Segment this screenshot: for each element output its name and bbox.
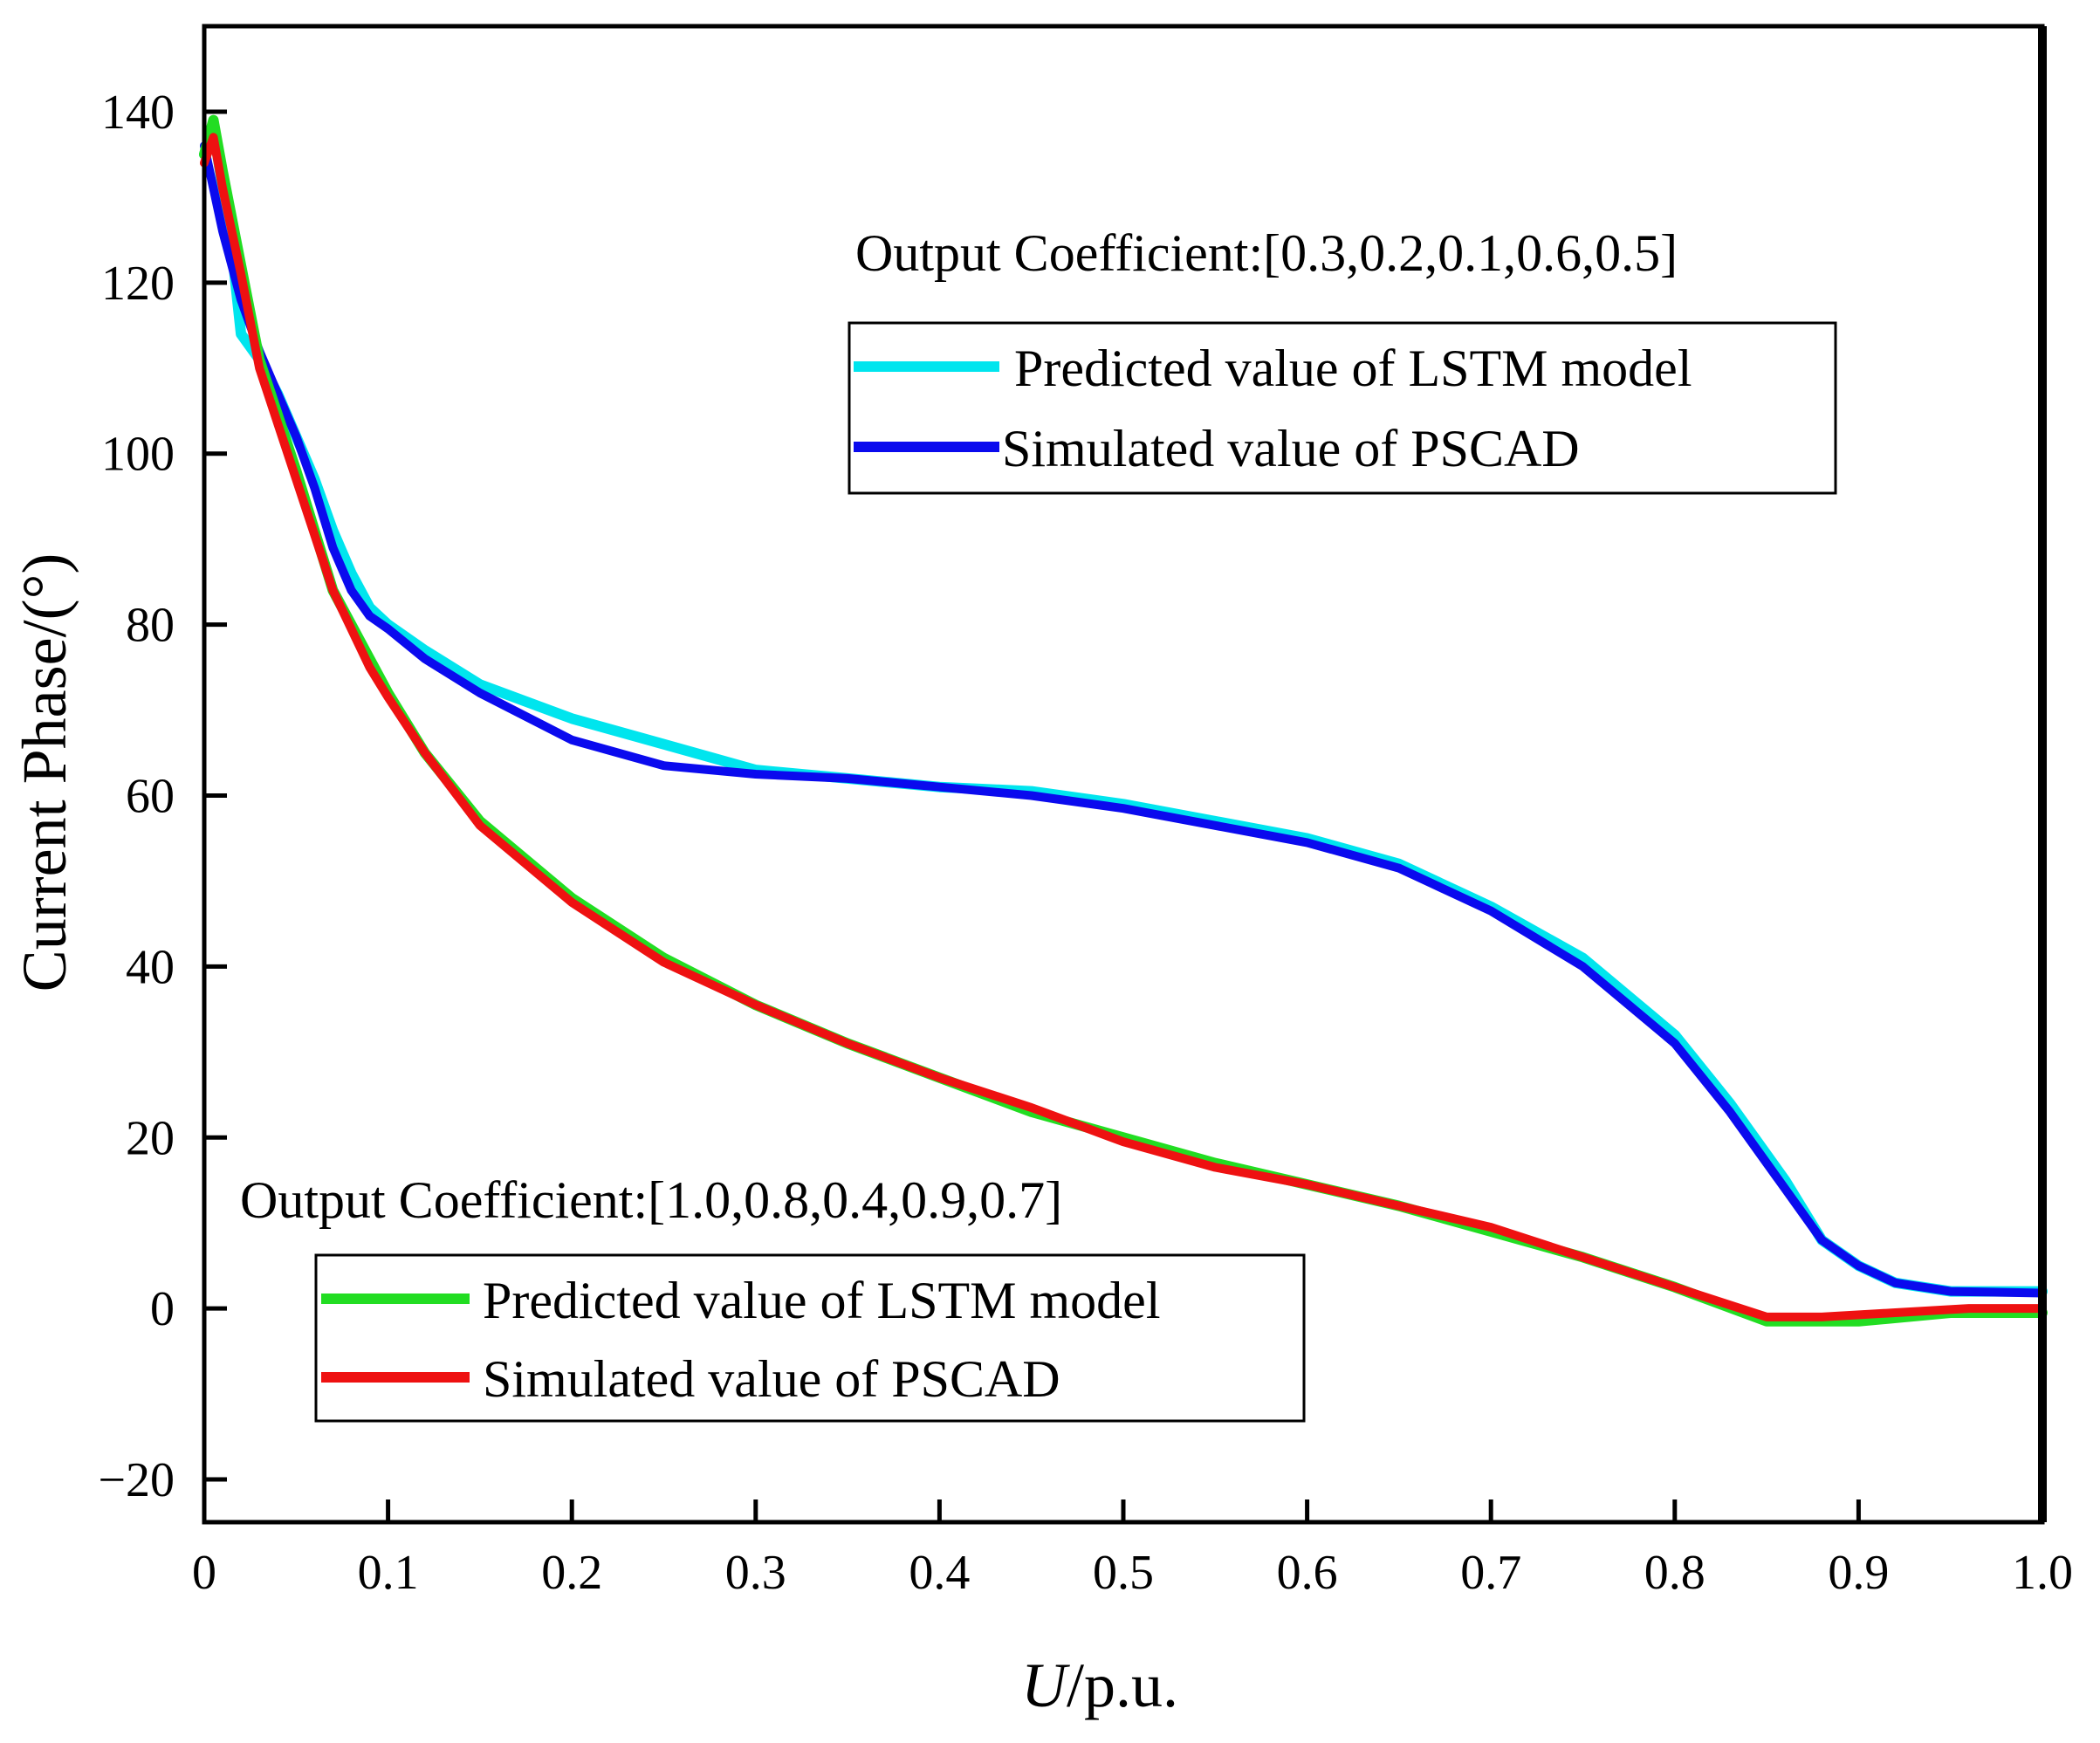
lower-legend-label-lstm: Predicted value of LSTM model	[483, 1272, 1160, 1329]
lower-legend: Predicted value of LSTM model Simulated …	[314, 1253, 1306, 1423]
lower-legend-label-pscad: Simulated value of PSCAD	[483, 1350, 1060, 1408]
lower-annotation: Output Coefficient:[1.0,0.8,0.4,0.9,0.7]	[240, 1171, 1062, 1229]
y-tick-label: 100	[101, 428, 175, 482]
y-tick-label: 0	[150, 1282, 175, 1336]
upper-legend-label-pscad: Simulated value of PSCAD	[1002, 420, 1580, 477]
y-tick-label: 40	[126, 940, 175, 994]
upper-legend: Predicted value of LSTM model Simulated …	[848, 321, 1837, 495]
y-axis-label: Current Phase/(°)	[10, 553, 79, 992]
y-tick-label: 60	[126, 769, 175, 823]
y-tick-label: 20	[126, 1111, 175, 1165]
x-tick-label: 0.5	[1093, 1546, 1154, 1600]
x-tick-label: 0.9	[1828, 1546, 1889, 1600]
x-tick-label: 0.7	[1460, 1546, 1521, 1600]
x-tick-label: 0.1	[358, 1546, 419, 1600]
series-layer	[199, 114, 2048, 1327]
x-axis-label-variable: U	[1021, 1650, 1070, 1720]
x-tick-label: 0.6	[1277, 1546, 1338, 1600]
x-tick-label: 0	[192, 1546, 216, 1600]
series-line-simulated-value-of-pscad-upper	[200, 141, 2047, 1298]
lower-legend-box	[314, 1253, 1306, 1423]
upper-annotation: Output Coefficient:[0.3,0.2,0.1,0.6,0.5]	[855, 224, 1678, 282]
upper-legend-label-lstm: Predicted value of LSTM model	[1014, 340, 1692, 397]
y-tick-label: 80	[126, 599, 175, 653]
x-tick-label: 0.3	[725, 1546, 786, 1600]
x-axis-label: U/p.u.	[1021, 1650, 1178, 1720]
series-line-simulated-value-of-pscad-lower	[200, 133, 2047, 1321]
ticks-layer: 0 0.1 0.2 0.3 0.4 0.5 0.6 0.7 0.8 0.9 1.0 −20 0 20 40 6…	[98, 86, 2073, 1600]
upper-legend-box	[848, 321, 1837, 495]
x-tick-label: 0.8	[1644, 1546, 1705, 1600]
y-tick-label: 120	[101, 257, 175, 311]
x-axis-label-unit: /p.u.	[1067, 1650, 1178, 1720]
x-tick-label: 0.4	[909, 1546, 970, 1600]
y-tick-label: 140	[101, 86, 175, 140]
x-tick-label: 0.2	[541, 1546, 602, 1600]
y-tick-label: −20	[98, 1453, 175, 1507]
x-tick-label: 1.0	[2012, 1546, 2073, 1600]
